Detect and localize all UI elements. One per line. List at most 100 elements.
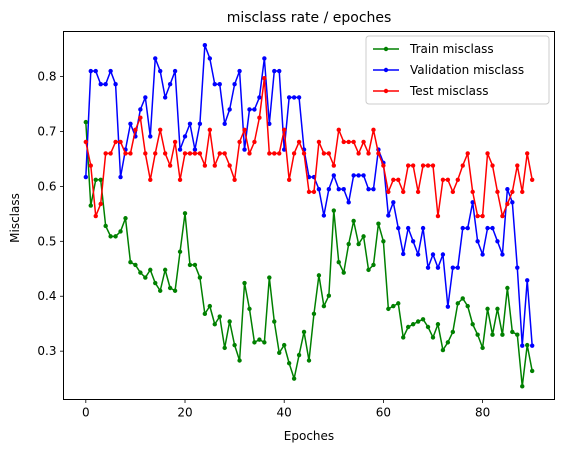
train-misclass-point <box>331 208 336 213</box>
plot-frame <box>63 31 555 400</box>
y-tick-label: 0.4 <box>37 289 56 303</box>
validation-misclass-point <box>88 68 93 74</box>
validation-misclass-point <box>143 95 148 100</box>
test-misclass-point <box>361 139 366 145</box>
test-misclass-point <box>450 189 456 195</box>
test-misclass-point <box>425 163 431 168</box>
test-misclass-point <box>440 177 446 182</box>
train-misclass-point <box>351 218 356 224</box>
train-misclass-point <box>296 352 302 358</box>
train-misclass-point <box>425 324 431 330</box>
train-misclass-point <box>470 322 475 327</box>
test-misclass-point <box>98 201 103 207</box>
test-misclass-legend-label: Test misclass <box>409 84 489 98</box>
test-misclass-point <box>346 139 351 145</box>
validation-misclass-point <box>267 121 272 126</box>
train-misclass-legend-label: Train misclass <box>409 42 494 56</box>
test-misclass-point <box>257 115 262 120</box>
test-misclass-point <box>103 151 108 156</box>
test-misclass-point <box>371 127 376 133</box>
validation-misclass-point <box>346 200 351 205</box>
train-misclass-point <box>267 275 272 280</box>
train-misclass-point <box>162 267 168 273</box>
x-axis-label: Epoches <box>284 429 334 443</box>
test-misclass-point <box>460 163 465 168</box>
validation-misclass-point <box>103 82 108 87</box>
train-misclass-point <box>410 322 416 327</box>
validation-misclass-point <box>237 68 242 74</box>
validation-misclass-point <box>515 265 520 270</box>
train-misclass-point <box>217 314 222 319</box>
train-misclass-point <box>301 329 307 335</box>
test-misclass-point <box>148 177 153 182</box>
test-misclass-point <box>430 163 436 168</box>
test-misclass-point <box>505 201 510 207</box>
validation-misclass-point <box>262 56 267 61</box>
test-misclass-point <box>386 189 391 195</box>
train-misclass-point <box>386 306 391 312</box>
y-tick-label: 0.7 <box>37 124 56 138</box>
test-misclass-point <box>515 163 520 168</box>
test-misclass-point <box>510 189 515 195</box>
train-misclass-point <box>440 347 446 353</box>
validation-misclass-point <box>371 186 376 192</box>
train-misclass-point <box>525 342 530 348</box>
test-misclass-point <box>445 177 451 182</box>
train-misclass-point <box>430 335 436 340</box>
x-tick-label: 0 <box>82 406 90 420</box>
train-misclass-legend-marker <box>383 46 389 52</box>
y-axis-label: Misclass <box>8 193 22 243</box>
x-tick-label: 60 <box>376 406 391 420</box>
train-misclass-point <box>321 303 327 309</box>
test-misclass-point <box>138 115 143 120</box>
x-tick-label: 20 <box>177 406 192 420</box>
train-misclass-point <box>158 288 163 293</box>
train-misclass-point <box>88 203 93 208</box>
validation-misclass-point <box>247 107 252 112</box>
validation-misclass-point <box>510 200 515 205</box>
train-misclass-point <box>192 262 198 268</box>
test-misclass-point <box>277 151 282 156</box>
test-misclass-point <box>118 139 123 145</box>
validation-misclass-point <box>326 186 332 192</box>
train-misclass-point <box>232 342 237 348</box>
train-misclass-point <box>167 285 173 291</box>
y-tick-label: 0.3 <box>37 344 56 358</box>
train-misclass-point <box>262 340 267 345</box>
test-misclass-point <box>286 177 292 182</box>
test-misclass-point <box>296 139 302 145</box>
test-misclass-point <box>415 189 421 195</box>
validation-misclass-point <box>212 82 217 87</box>
validation-misclass-point <box>286 95 292 100</box>
train-misclass-point <box>286 361 292 366</box>
train-misclass-point <box>450 329 456 335</box>
validation-misclass-point <box>98 82 103 87</box>
train-misclass-point <box>242 280 247 286</box>
test-misclass-point <box>435 213 441 219</box>
validation-misclass-point <box>187 121 193 126</box>
train-misclass-point <box>376 221 381 226</box>
legend-box <box>365 35 550 105</box>
test-misclass-point <box>301 151 307 156</box>
y-tick-label: 0.6 <box>37 179 56 193</box>
validation-misclass-point <box>128 121 133 126</box>
train-misclass-point <box>227 319 232 324</box>
test-misclass-point <box>88 163 93 168</box>
train-misclass-point <box>247 306 252 312</box>
train-misclass-point <box>341 270 346 275</box>
test-misclass-point <box>500 213 505 219</box>
validation-misclass-point <box>148 134 153 139</box>
validation-misclass-point <box>232 82 237 87</box>
train-misclass-point <box>515 332 520 337</box>
train-misclass-point <box>485 306 490 312</box>
train-misclass-point <box>396 301 401 306</box>
train-misclass-point <box>93 177 98 182</box>
test-misclass-point <box>291 151 297 156</box>
validation-misclass-point <box>490 225 495 231</box>
validation-misclass-point <box>242 147 247 152</box>
test-misclass-point <box>267 151 272 156</box>
train-misclass-point <box>103 223 108 229</box>
train-misclass-point <box>207 303 213 309</box>
validation-misclass-point <box>485 225 490 231</box>
